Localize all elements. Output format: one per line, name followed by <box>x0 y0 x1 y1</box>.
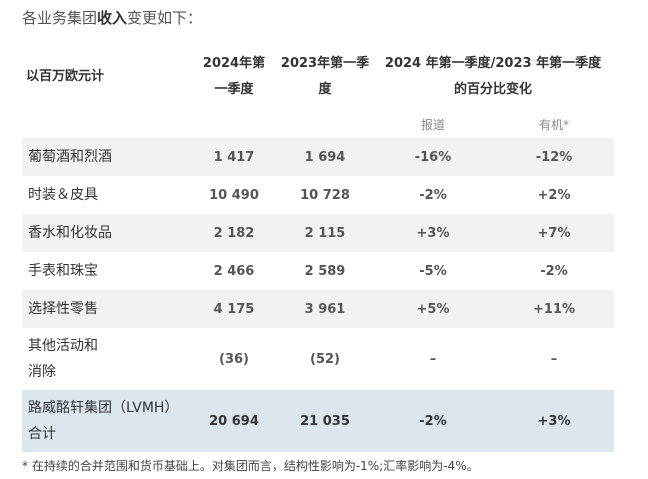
cell-organic: – <box>550 351 558 367</box>
revenue-table: 以百万欧元计 2024年第 一季度 2023年第一季度 2024 年第一季度/20… <box>22 44 615 452</box>
row-label: 香水和化妆品 <box>22 214 190 252</box>
cell-2024: 10 490 <box>209 187 259 203</box>
cell-2023: (52) <box>310 351 340 367</box>
subheader-row: 报道 有机* <box>22 110 614 138</box>
cell-reported: -2% <box>372 390 494 452</box>
cell-2023: 1 694 <box>278 138 372 176</box>
cell-organic: +3% <box>494 390 615 452</box>
table-header-row: 以百万欧元计 2024年第 一季度 2023年第一季度 2024 年第一季度/20… <box>22 44 614 110</box>
intro-bold: 收入 <box>97 9 128 27</box>
cell-2024: 20 694 <box>190 390 278 452</box>
cell-2024: 2 182 <box>190 214 278 252</box>
cell-2023: 2 115 <box>278 214 372 252</box>
row-label: 其他活动和 消除 <box>28 338 98 380</box>
row-label: 时装＆皮具 <box>28 187 98 203</box>
table-row: 时装＆皮具 10 490 10 728 -2% +2% <box>22 176 614 214</box>
unit-header: 以百万欧元计 <box>26 69 105 84</box>
cell-organic: +7% <box>494 214 615 252</box>
cell-2024: 1 417 <box>190 138 278 176</box>
cell-2023: 2 589 <box>304 263 346 279</box>
cell-reported: +5% <box>372 290 494 328</box>
table-row: 手表和珠宝 2 466 2 589 -5% -2% <box>22 252 614 290</box>
cell-organic: +11% <box>494 290 615 328</box>
cell-2023: 10 728 <box>300 187 350 203</box>
cell-2023: 21 035 <box>278 390 372 452</box>
row-label: 路威酩轩集团（LVMH） 合计 <box>22 390 190 452</box>
intro-text: 各业务集团收入变更如下： <box>22 9 203 27</box>
cell-organic: +2% <box>537 187 571 203</box>
cell-organic: -12% <box>494 138 615 176</box>
header-change: 2024 年第一季度/2023 年第一季度 的百分比变化 <box>384 56 602 97</box>
table-row-other: 其他活动和 消除 (36) (52) – – <box>22 328 614 390</box>
header-2023: 2023年第一季度 <box>280 56 370 97</box>
cell-reported: – <box>429 351 437 367</box>
table-row-total: 路威酩轩集团（LVMH） 合计 20 694 21 035 -2% +3% <box>22 390 615 452</box>
cell-2023: 3 961 <box>278 290 372 328</box>
subheader-reported: 报道 <box>420 117 445 132</box>
cell-reported: +3% <box>372 214 494 252</box>
cell-reported: -2% <box>419 187 447 203</box>
header-2024: 2024年第 一季度 <box>202 56 266 97</box>
table-row: 香水和化妆品 2 182 2 115 +3% +7% <box>22 214 615 252</box>
cell-2024: 2 466 <box>213 263 255 279</box>
row-label: 选择性零售 <box>22 290 190 328</box>
subheader-organic: 有机* <box>539 117 570 132</box>
cell-organic: -2% <box>540 263 568 279</box>
cell-reported: -16% <box>372 138 494 176</box>
table-row: 选择性零售 4 175 3 961 +5% +11% <box>22 290 615 328</box>
cell-2024: 4 175 <box>190 290 278 328</box>
table-row: 葡萄酒和烈酒 1 417 1 694 -16% -12% <box>22 138 615 176</box>
cell-2024: (36) <box>219 351 249 367</box>
row-label: 手表和珠宝 <box>28 263 98 279</box>
row-label: 葡萄酒和烈酒 <box>22 138 190 176</box>
footnote: * 在持续的合并范围和货币基础上。对集团而言，结构性影响为-1%;汇率影响为-4… <box>22 459 479 473</box>
cell-reported: -5% <box>419 263 447 279</box>
